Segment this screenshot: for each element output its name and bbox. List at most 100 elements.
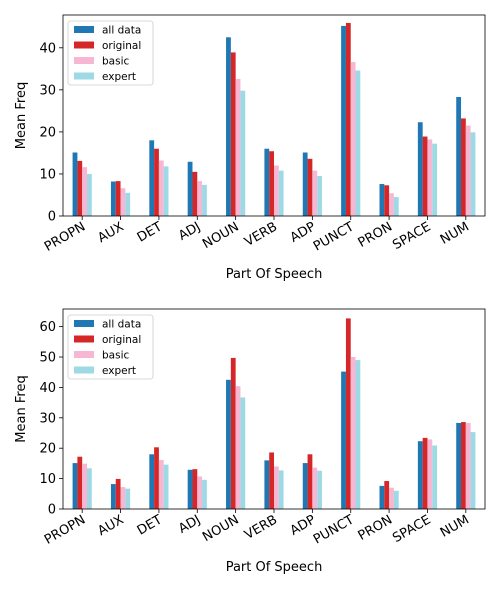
bar-original-aux: [115, 478, 121, 509]
bar-original-aux: [115, 181, 121, 216]
bar-expert-propn: [86, 468, 92, 509]
legend-swatch-basic: [74, 351, 94, 358]
bar-original-punct: [345, 22, 351, 216]
bar-all-data-det: [149, 140, 155, 216]
legend-box: [67, 314, 154, 380]
bar-original-pron: [384, 481, 390, 509]
bar-all-data-punct: [341, 25, 346, 217]
bar-original-noun: [230, 357, 236, 509]
bar-basic-adj: [197, 181, 203, 216]
bar-basic-adj: [197, 476, 203, 509]
bar-original-det: [154, 148, 159, 216]
bar-original-verb: [269, 452, 274, 509]
bar-expert-verb: [278, 470, 284, 509]
bar-basic-adp: [312, 170, 318, 216]
bar-basic-aux: [120, 487, 126, 509]
y-tick-label: 0: [48, 210, 56, 225]
bar-original-num: [461, 422, 466, 509]
legend-swatch-all-data: [74, 26, 94, 33]
bar-expert-aux: [125, 192, 131, 216]
bar-expert-noun: [240, 397, 246, 509]
bar-all-data-verb: [264, 460, 270, 509]
bar-basic-propn: [82, 167, 87, 216]
y-tick-label: 40: [39, 381, 56, 396]
bar-expert-adp: [317, 176, 322, 216]
bar-original-adp: [307, 454, 313, 509]
legend-label-basic: basic: [102, 56, 129, 68]
bar-basic-punct: [350, 62, 356, 216]
bar-all-data-adp: [302, 463, 308, 509]
bar-basic-num: [465, 125, 471, 216]
bar-expert-num: [470, 132, 476, 216]
legend-swatch-all-data: [74, 320, 94, 327]
bar-basic-space: [427, 139, 433, 216]
bar-original-num: [461, 118, 466, 216]
y-tick-label: 10: [39, 167, 56, 182]
legend-swatch-expert: [74, 72, 94, 80]
bar-all-data-det: [149, 454, 155, 509]
y-tick-label: 20: [39, 442, 56, 457]
bar-basic-adp: [312, 467, 318, 509]
legend-swatch-expert: [74, 366, 94, 374]
bar-all-data-aux: [110, 181, 116, 216]
legend-label-original: original: [102, 40, 141, 52]
bar-expert-det: [163, 464, 169, 509]
bar-all-data-pron: [379, 485, 385, 509]
bar-expert-det: [163, 166, 169, 216]
bar-expert-propn: [86, 173, 92, 216]
legend-label-original: original: [102, 334, 141, 346]
bar-original-adj: [192, 171, 198, 216]
bar-all-data-noun: [226, 37, 231, 216]
y-tick-label: 10: [39, 472, 56, 487]
bar-original-adj: [192, 469, 198, 509]
y-tick-label: 60: [39, 320, 56, 335]
bar-all-data-verb: [264, 148, 270, 216]
legend-swatch-original: [74, 41, 94, 49]
bar-basic-det: [158, 460, 164, 509]
bar-basic-aux: [120, 188, 126, 216]
bar-basic-pron: [389, 193, 394, 216]
bar-basic-space: [427, 439, 433, 509]
legend-label-expert: expert: [102, 365, 136, 377]
y-tick-label: 0: [48, 503, 56, 518]
bar-basic-propn: [82, 463, 87, 509]
bar-basic-verb: [274, 165, 279, 216]
bar-all-data-num: [456, 422, 462, 509]
bar-expert-adp: [317, 470, 322, 509]
bar-all-data-space: [417, 122, 423, 216]
bar-all-data-propn: [72, 152, 78, 216]
bar-basic-noun: [235, 78, 241, 216]
y-tick-label: 40: [39, 41, 56, 56]
legend: all data original basic expert: [67, 20, 154, 86]
bar-expert-space: [432, 445, 438, 509]
bar-expert-punct: [355, 360, 361, 509]
bar-expert-pron: [393, 490, 399, 509]
bar-basic-noun: [235, 386, 241, 509]
bar-expert-pron: [393, 197, 399, 216]
bar-basic-verb: [274, 466, 279, 509]
bar-all-data-adp: [302, 152, 308, 216]
x-axis-label: Part Of Speech: [226, 560, 323, 575]
legend-label-all-data: all data: [102, 319, 141, 331]
legend: all data original basic expert: [67, 314, 154, 380]
bar-all-data-propn: [72, 463, 78, 509]
bar-original-verb: [269, 151, 274, 216]
y-axis-label: Mean Freq: [14, 375, 29, 442]
bar-all-data-pron: [379, 184, 385, 216]
bar-original-space: [422, 437, 428, 509]
y-tick-label: 20: [39, 125, 56, 140]
bar-all-data-adj: [187, 161, 193, 216]
bar-expert-verb: [278, 170, 284, 216]
legend-label-expert: expert: [102, 71, 136, 83]
x-axis-label: Part Of Speech: [226, 267, 323, 282]
y-tick-label: 30: [39, 411, 56, 426]
bar-original-noun: [230, 52, 236, 216]
y-tick-label: 50: [39, 351, 56, 366]
bar-expert-space: [432, 143, 438, 216]
bar-all-data-adj: [187, 469, 193, 509]
legend-label-basic: basic: [102, 350, 129, 362]
y-tick-label: 30: [39, 83, 56, 98]
bar-original-det: [154, 447, 159, 509]
